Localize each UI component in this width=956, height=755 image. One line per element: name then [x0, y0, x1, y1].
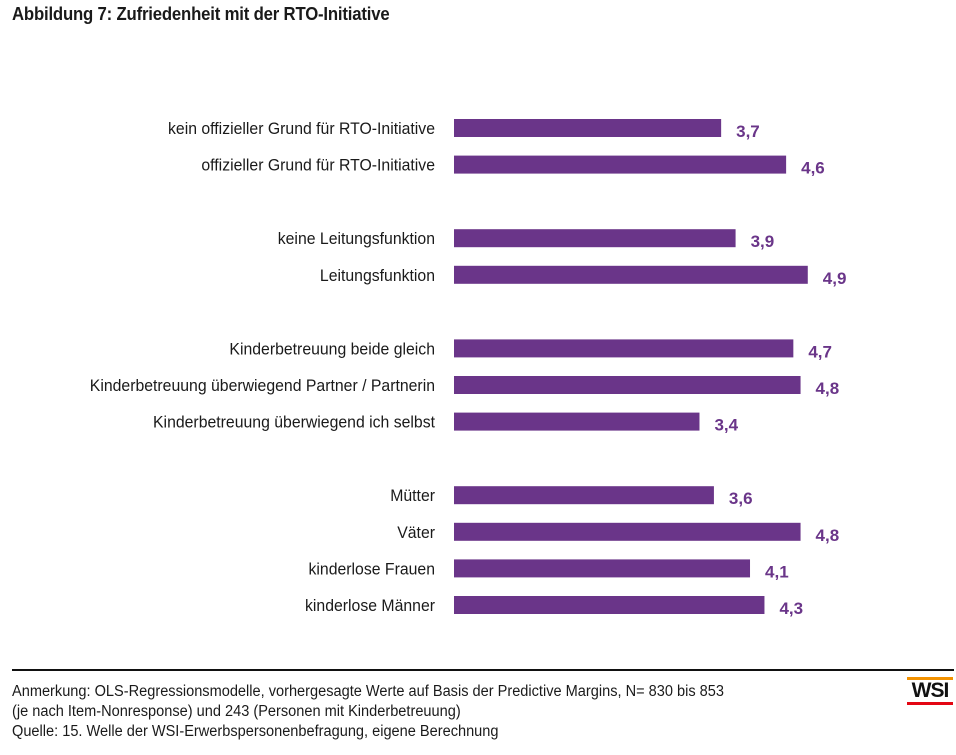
footnotes: Anmerkung: OLS-Regressionsmodelle, vorhe… [12, 682, 724, 742]
category-label: Mütter [390, 487, 435, 506]
logo-top-stripe [907, 677, 953, 680]
wsi-logo: WSI [907, 677, 953, 705]
category-label: offizieller Grund für RTO-Initiative [201, 156, 435, 175]
note-line-1: Anmerkung: OLS-Regressionsmodelle, vorhe… [12, 683, 724, 700]
value-label: 3,9 [751, 232, 775, 251]
value-label: 3,6 [729, 489, 753, 508]
footer-divider [12, 669, 954, 671]
category-label: kein offizieller Grund für RTO-Initiativ… [168, 120, 435, 139]
value-label: 3,4 [714, 416, 738, 435]
bar [454, 486, 714, 505]
bar [454, 376, 801, 394]
logo-bottom-stripe [907, 702, 953, 705]
category-label: keine Leitungsfunktion [278, 230, 435, 249]
bar [454, 596, 765, 614]
bar [454, 522, 801, 541]
bar [454, 412, 700, 431]
category-label: Väter [397, 523, 435, 542]
category-label: Kinderbetreuung überwiegend Partner / Pa… [90, 377, 435, 396]
category-label: Leitungsfunktion [320, 266, 435, 285]
category-label: kinderlose Männer [305, 597, 436, 616]
bar-chart: kein offizieller Grund für RTO-Initiativ… [90, 119, 847, 618]
bar [454, 339, 794, 358]
chart-title: Abbildung 7: Zufriedenheit mit der RTO-I… [12, 4, 390, 24]
bar [454, 559, 751, 578]
value-label: 4,9 [823, 269, 847, 288]
bar [454, 119, 722, 137]
note-line-2: (je nach Item-Nonresponse) und 243 (Pers… [12, 703, 461, 720]
value-label: 3,7 [736, 122, 760, 141]
value-label: 4,6 [801, 159, 825, 178]
bar [454, 265, 808, 284]
value-label: 4,7 [808, 342, 832, 361]
bar [454, 229, 736, 248]
category-label: Kinderbetreuung beide gleich [229, 340, 435, 359]
bar [454, 155, 787, 174]
category-label: kinderlose Frauen [309, 560, 435, 579]
value-label: 4,8 [816, 379, 840, 398]
value-label: 4,8 [816, 526, 840, 545]
value-label: 4,3 [779, 599, 803, 618]
category-label: Kinderbetreuung überwiegend ich selbst [153, 413, 435, 432]
logo-text: WSI [911, 679, 950, 702]
value-label: 4,1 [765, 562, 789, 581]
note-line-3: Quelle: 15. Welle der WSI-Erwerbspersone… [12, 723, 499, 740]
